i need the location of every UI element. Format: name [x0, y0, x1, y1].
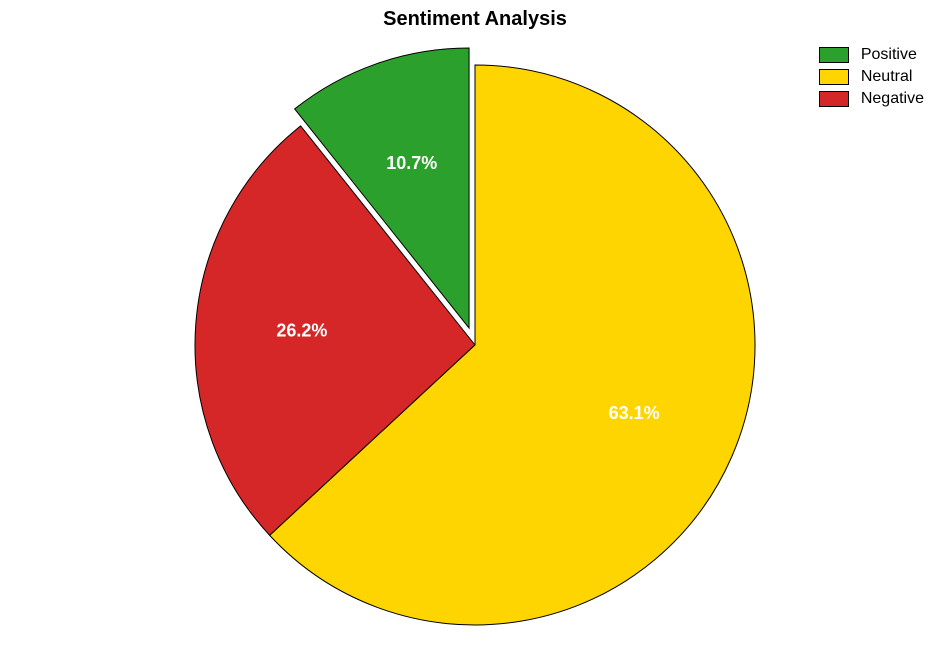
legend-swatch-neutral	[819, 69, 849, 85]
pie-slice-label-positive: 10.7%	[386, 153, 437, 173]
legend-swatch-negative	[819, 91, 849, 107]
legend-label: Negative	[861, 90, 924, 108]
legend-swatch-positive	[819, 47, 849, 63]
pie-slice-label-negative: 26.2%	[276, 321, 327, 341]
pie-chart-svg: 10.7% 26.2% 63.1%	[0, 0, 950, 662]
legend-label: Positive	[861, 46, 917, 64]
legend-item: Positive	[819, 46, 924, 64]
legend-item: Neutral	[819, 68, 924, 86]
chart-container: { "chart": { "type": "pie", "title": "Se…	[0, 0, 950, 662]
pie-slice-label-neutral: 63.1%	[609, 403, 660, 423]
legend: Positive Neutral Negative	[819, 46, 924, 108]
legend-item: Negative	[819, 90, 924, 108]
legend-label: Neutral	[861, 68, 913, 86]
